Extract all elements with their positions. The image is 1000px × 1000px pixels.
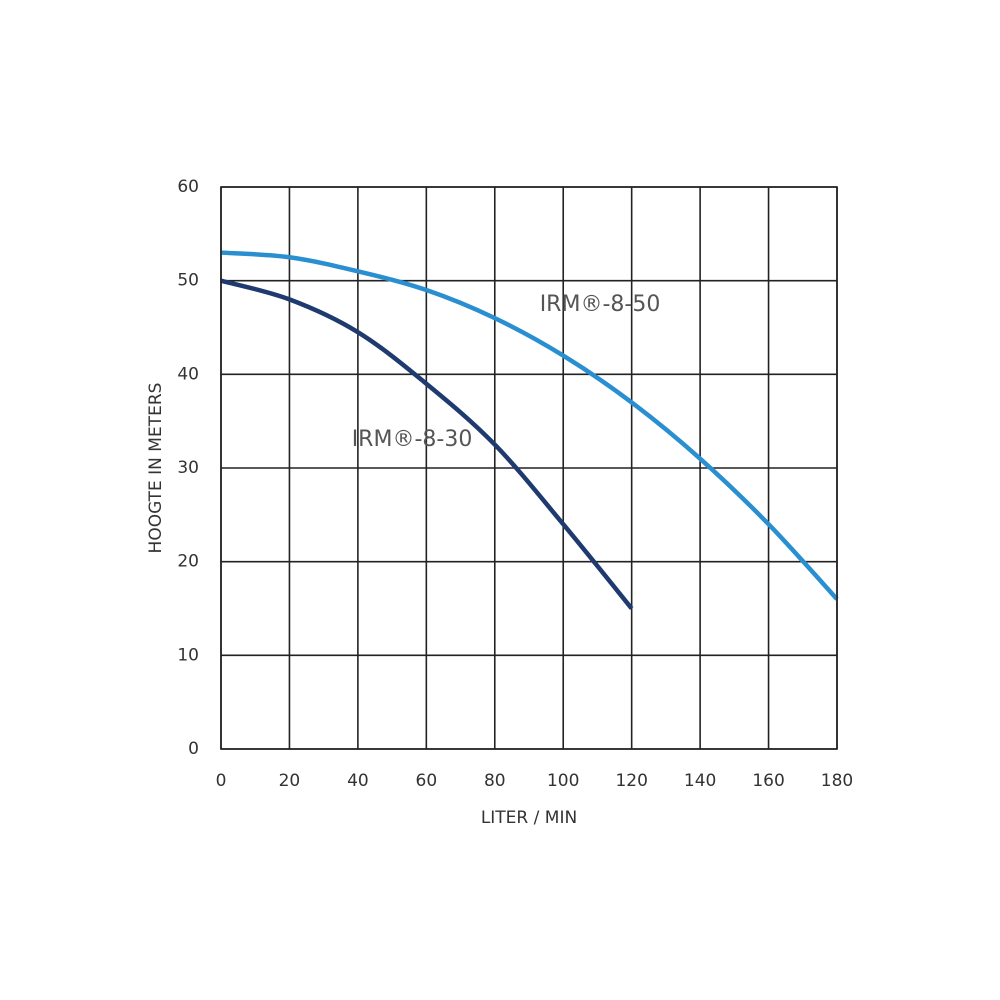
series-line xyxy=(220,278,634,610)
y-axis-label: HOOGTE IN METERS xyxy=(146,383,166,554)
series-line xyxy=(220,250,839,601)
x-tick-label: 160 xyxy=(752,771,784,791)
x-tick-label: 140 xyxy=(684,771,716,791)
x-tick-label: 60 xyxy=(416,771,438,791)
x-tick-label: 0 xyxy=(216,771,227,791)
y-tick-label: 10 xyxy=(177,645,199,665)
series-label: IRM®-8-50 xyxy=(540,292,661,317)
x-tick-label: 80 xyxy=(484,771,506,791)
x-tick-label: 120 xyxy=(615,771,647,791)
x-tick-label: 40 xyxy=(347,771,369,791)
y-tick-label: 30 xyxy=(177,458,199,478)
y-tick-label: 40 xyxy=(177,364,199,384)
x-tick-label: 20 xyxy=(279,771,301,791)
x-tick-label: 180 xyxy=(821,771,853,791)
y-tick-label: 0 xyxy=(188,739,199,759)
x-tick-label: 100 xyxy=(547,771,579,791)
series-label: IRM®-8-30 xyxy=(352,427,473,452)
plot-frame xyxy=(220,186,838,750)
y-tick-label: 50 xyxy=(177,271,199,291)
x-axis-label: LITER / MIN xyxy=(481,808,577,828)
y-tick-label: 20 xyxy=(177,552,199,572)
y-tick-label: 60 xyxy=(177,177,199,197)
